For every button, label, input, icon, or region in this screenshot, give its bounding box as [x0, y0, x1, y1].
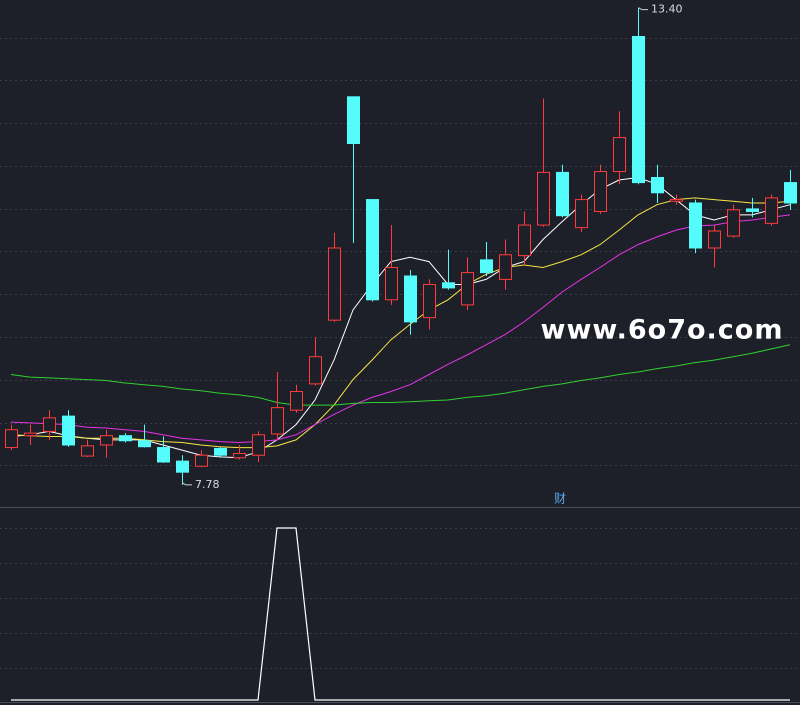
marker-text: 财: [554, 492, 566, 506]
candle-body: [651, 176, 664, 194]
candle-body: [461, 272, 474, 306]
candle-body: [594, 171, 607, 212]
high-pointer: [638, 7, 648, 11]
candle-body: [385, 267, 398, 301]
candle-body: [404, 275, 417, 323]
candle-body: [176, 460, 189, 473]
ma-line: [10, 344, 791, 406]
candle-body: [632, 36, 645, 184]
candle-body: [43, 417, 56, 432]
candle-body: [670, 199, 683, 202]
grid: [0, 38, 800, 669]
candle-body: [271, 407, 284, 435]
candle-body: [518, 224, 531, 257]
candle-body: [100, 435, 113, 446]
candle-body: [499, 254, 512, 280]
candle-body: [575, 199, 588, 229]
candle-body: [214, 447, 227, 456]
candle-body: [62, 415, 75, 446]
candle-body: [24, 432, 37, 437]
candle-body: [233, 452, 246, 459]
candle-body: [708, 230, 721, 249]
candle-body: [347, 96, 360, 145]
candle-body: [765, 197, 778, 224]
candle-body: [613, 137, 626, 173]
ma-line: [10, 197, 791, 449]
candle-body: [290, 391, 303, 411]
candle-body: [81, 445, 94, 457]
candle-body: [556, 171, 569, 217]
candle-body: [252, 434, 265, 456]
candle-body: [5, 429, 18, 449]
candle-body: [195, 454, 208, 467]
candle-body: [328, 247, 341, 321]
ma-line: [10, 214, 791, 444]
candle-body: [309, 356, 322, 385]
low-pointer: [182, 482, 192, 486]
candle-body: [537, 171, 550, 226]
candle-body: [480, 259, 493, 274]
watermark: www.6o7o.com: [541, 315, 784, 346]
candle-body: [746, 208, 759, 212]
candle-body: [138, 440, 151, 448]
candle-body: [442, 282, 455, 289]
candle-body: [784, 182, 797, 204]
indicator-line: [11, 527, 790, 701]
candles: 13.40 7.78: [5, 3, 797, 491]
candle-body: [157, 447, 170, 463]
high-label: 13.40: [651, 3, 683, 16]
candle-body: [689, 202, 702, 249]
low-label: 7.78: [195, 478, 220, 491]
candle-body: [423, 283, 436, 319]
candle-body: [727, 209, 740, 237]
candle-body: [119, 435, 132, 442]
candle-body: [366, 199, 379, 301]
